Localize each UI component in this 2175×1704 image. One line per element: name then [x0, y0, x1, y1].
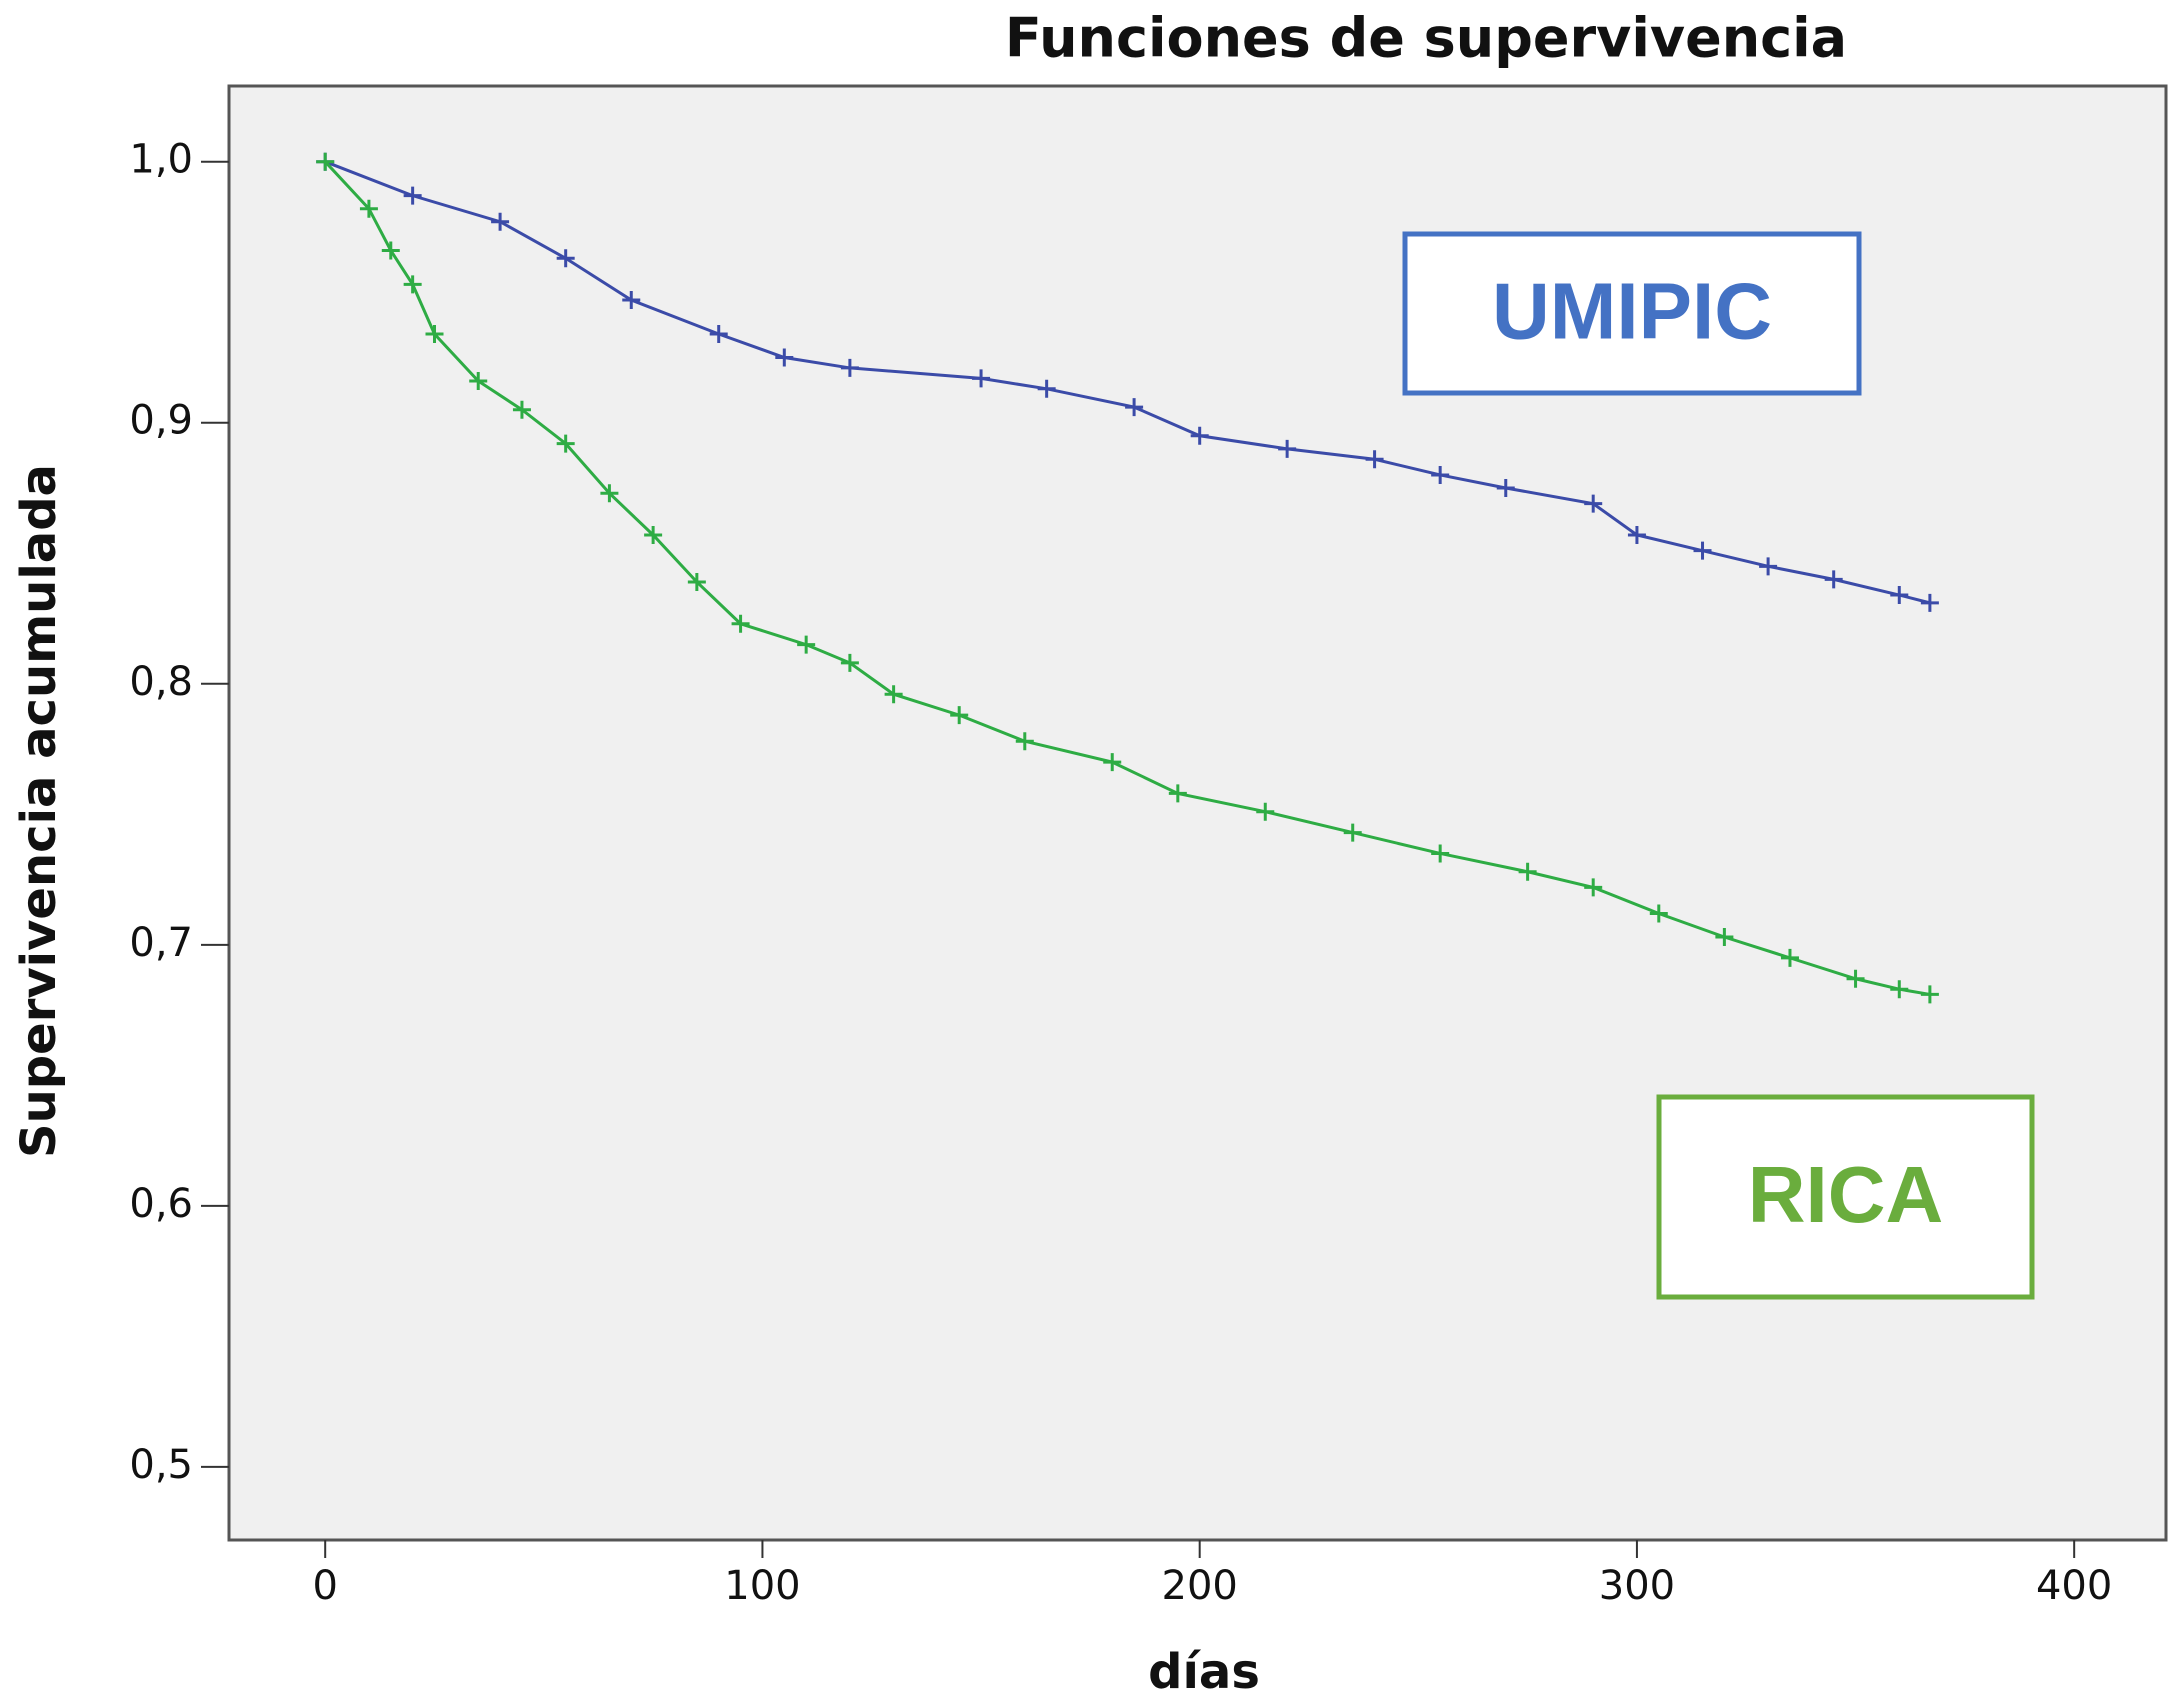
censor-mark [425, 324, 444, 343]
censor-mark [1780, 948, 1799, 967]
annotation-text: UMIPIC [1492, 267, 1772, 356]
censor-mark [1584, 494, 1603, 513]
censor-mark [1343, 823, 1362, 842]
censor-mark [1256, 802, 1275, 821]
censor-mark [403, 275, 422, 294]
annotation-box [1656, 1094, 2035, 1300]
x-tick-label: 200 [1162, 1563, 1238, 1609]
censor-mark [1920, 593, 1939, 612]
censor-mark [644, 525, 663, 544]
censor-mark [884, 685, 903, 704]
censor-mark [381, 241, 400, 260]
censor-mark [1365, 450, 1384, 469]
censor-mark [600, 484, 619, 503]
censor-mark [1715, 927, 1734, 946]
censor-mark [1496, 479, 1515, 498]
censor-mark [840, 358, 859, 377]
chart-title: Funciones de supervivencia [1005, 7, 1847, 70]
censor-mark [1037, 379, 1056, 398]
censor-mark [709, 324, 728, 343]
censor-mark [1584, 878, 1603, 897]
censor-mark [1824, 570, 1843, 589]
censor-mark [556, 249, 575, 268]
x-axis-title: días [1148, 1644, 1260, 1700]
censor-mark [1649, 904, 1668, 923]
censor-mark [972, 369, 991, 388]
censor-mark [512, 400, 531, 419]
annotation-text: RICA [1748, 1150, 1944, 1239]
censor-mark [316, 152, 335, 171]
survival-line [324, 160, 1931, 996]
censor-mark [950, 706, 969, 725]
x-tick-label: 0 [312, 1563, 337, 1609]
annotation-box [1402, 231, 1862, 396]
censor-mark [1103, 753, 1122, 772]
censor-mark [403, 186, 422, 205]
censor-mark [622, 291, 641, 310]
plot-area [227, 84, 2168, 1542]
censor-mark [840, 653, 859, 672]
censor-mark [797, 635, 816, 654]
censor-mark [1518, 862, 1537, 881]
censor-mark [1278, 439, 1297, 458]
censor-mark [1431, 465, 1450, 484]
y-tick-label: 1,0 [129, 137, 193, 183]
censor-mark [1693, 541, 1712, 560]
censor-mark [687, 572, 706, 591]
censor-mark [1759, 557, 1778, 576]
y-tick-label: 0,7 [129, 920, 193, 966]
y-tick-label: 0,5 [129, 1442, 193, 1488]
censor-mark [1890, 980, 1909, 999]
y-tick-label: 0,8 [129, 659, 193, 705]
censor-mark [1627, 525, 1646, 544]
censor-mark [775, 348, 794, 367]
censor-mark [1920, 985, 1939, 1004]
censor-mark [469, 371, 488, 390]
censor-mark [731, 614, 750, 633]
censor-mark [491, 212, 510, 231]
censor-mark [1168, 784, 1187, 803]
censor-mark [1431, 844, 1450, 863]
x-tick-label: 400 [2036, 1563, 2112, 1609]
y-tick-label: 0,9 [129, 398, 193, 444]
y-axis-title: Supervivencia acumulada [11, 464, 67, 1158]
x-tick-label: 100 [724, 1563, 800, 1609]
censor-mark [1125, 398, 1144, 417]
censor-mark [1846, 969, 1865, 988]
censor-mark [556, 434, 575, 453]
censor-mark [1015, 732, 1034, 751]
censor-mark [1190, 426, 1209, 445]
x-tick-label: 300 [1599, 1563, 1675, 1609]
censor-mark [359, 199, 378, 218]
censor-mark [1890, 586, 1909, 605]
y-tick-label: 0,6 [129, 1181, 193, 1227]
